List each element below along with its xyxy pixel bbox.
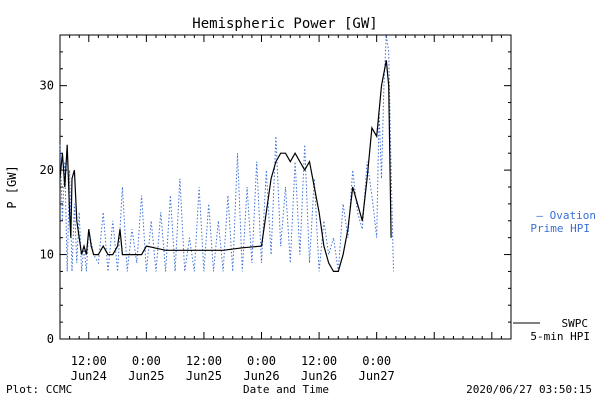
- x-tick-label-date: Jun26: [243, 369, 279, 383]
- x-tick-label-date: Jun25: [128, 369, 164, 383]
- x-tick-label-date: Jun27: [359, 369, 395, 383]
- x-tick-label-time: 0:00: [132, 354, 161, 368]
- legend-swpc: SWPC 5-min HPI: [513, 317, 590, 343]
- footer-x-axis-label: Date and Time: [243, 383, 329, 396]
- y-tick-label: 30: [40, 79, 54, 93]
- x-tick-label-date: Jun24: [71, 369, 107, 383]
- footer-plot-credit: Plot: CCMC: [6, 383, 72, 396]
- y-tick-label: 10: [40, 248, 54, 262]
- plot-frame: [59, 34, 512, 340]
- x-tick-label-time: 0:00: [362, 354, 391, 368]
- legend-ovation-line2: Prime HPI: [530, 222, 590, 235]
- legend-swpc-line1: SWPC: [562, 317, 589, 330]
- series-layer: [59, 34, 394, 272]
- y-axis-label: P [GW]: [5, 165, 19, 208]
- chart-title: Hemispheric Power [GW]: [192, 16, 377, 32]
- x-tick-label-date: Jun26: [301, 369, 337, 383]
- x-tick-label-time: 12:00: [71, 354, 107, 368]
- y-tick-label: 20: [40, 163, 54, 177]
- x-tick-label-time: 12:00: [186, 354, 222, 368]
- x-tick-label-time: 0:00: [247, 354, 276, 368]
- x-tick-label-date: Jun25: [186, 369, 222, 383]
- series-swpc-line: [59, 60, 392, 272]
- y-tick-label: 0: [47, 332, 54, 346]
- legend-ovation-line1: — Ovation: [536, 209, 596, 222]
- footer-timestamp: 2020/06/27 03:50:15: [466, 383, 592, 396]
- legend-ovation: — Ovation Prime HPI: [530, 209, 596, 235]
- legend-swpc-line2: 5-min HPI: [530, 330, 590, 343]
- x-tick-label-time: 12:00: [301, 354, 337, 368]
- series-ovation-prime-line: [59, 34, 394, 272]
- y-axis: 0 10 20 30: [40, 34, 511, 346]
- x-axis: 12:00Jun240:00Jun2512:00Jun250:00Jun2612…: [59, 35, 512, 383]
